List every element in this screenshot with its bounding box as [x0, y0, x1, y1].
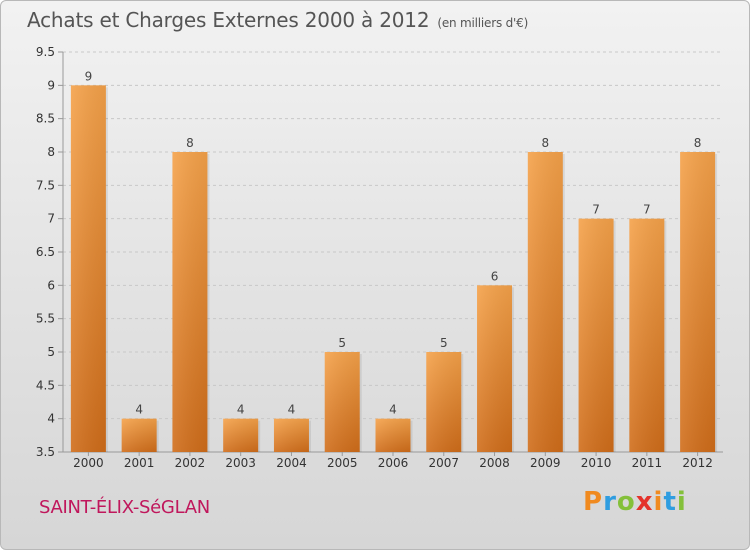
bar-highlight	[121, 418, 157, 452]
x-tick-label: 2012	[682, 456, 713, 470]
data-label: 4	[389, 403, 397, 417]
bar-highlight	[324, 352, 360, 452]
y-tick-label: 3.5	[36, 445, 55, 459]
title-text: Achats et Charges Externes 2000 à 2012	[27, 8, 430, 32]
data-label: 7	[592, 203, 600, 217]
data-label: 8	[694, 136, 702, 150]
x-tick-label: 2003	[225, 456, 256, 470]
bar-highlight	[172, 152, 208, 452]
data-label: 5	[338, 336, 346, 350]
logo-letter: i	[676, 487, 687, 517]
logo-letter: o	[616, 487, 636, 517]
data-label: 7	[643, 203, 651, 217]
y-tick-label: 8.5	[36, 112, 55, 126]
x-tick-label: 2006	[378, 456, 409, 470]
y-tick-label: 7.5	[36, 178, 55, 192]
data-label: 4	[237, 403, 245, 417]
x-tick-label: 2002	[175, 456, 206, 470]
x-tick-label: 2001	[124, 456, 155, 470]
y-tick-label: 9	[47, 78, 55, 92]
logo-letter: x	[635, 487, 654, 517]
proxiti-logo: Proxiti	[583, 487, 687, 517]
bar-highlight	[680, 152, 716, 452]
x-tick-label: 2007	[428, 456, 459, 470]
y-tick-label: 5.5	[36, 312, 55, 326]
x-tick-label: 2000	[73, 456, 104, 470]
bar-highlight	[223, 418, 259, 452]
data-label: 9	[85, 69, 93, 83]
y-tick-label: 7	[47, 212, 55, 226]
bar-highlight	[477, 285, 513, 452]
x-tick-label: 2005	[327, 456, 358, 470]
logo-letter: t	[663, 487, 677, 517]
x-tick-label: 2004	[276, 456, 307, 470]
bar-highlight	[70, 85, 106, 452]
data-label: 4	[135, 403, 143, 417]
title-unit: (en milliers d'€)	[437, 16, 529, 30]
bar-highlight	[273, 418, 309, 452]
bar-highlight	[527, 152, 563, 452]
chart-title: Achats et Charges Externes 2000 à 2012 (e…	[27, 8, 528, 32]
data-label: 8	[186, 136, 194, 150]
y-tick-label: 4.5	[36, 378, 55, 392]
logo-letter: r	[603, 487, 617, 517]
bar-highlight	[375, 418, 411, 452]
logo-letter: P	[583, 487, 604, 517]
x-tick-label: 2010	[581, 456, 612, 470]
y-tick-label: 8	[47, 145, 55, 159]
bar-highlight	[629, 218, 665, 452]
commune-name: SAINT-ÉLIX-SéGLAN	[39, 497, 210, 518]
y-tick-label: 5	[47, 345, 55, 359]
data-label: 5	[440, 336, 448, 350]
data-label: 6	[491, 269, 499, 283]
logo-letter: i	[653, 487, 664, 517]
data-label: 8	[541, 136, 549, 150]
x-tick-label: 2011	[632, 456, 663, 470]
bar-highlight	[578, 218, 614, 452]
bar-highlight	[426, 352, 462, 452]
y-tick-label: 9.5	[36, 45, 55, 59]
y-tick-label: 6	[47, 278, 55, 292]
x-tick-label: 2009	[530, 456, 561, 470]
y-tick-label: 6.5	[36, 245, 55, 259]
y-tick-label: 4	[47, 412, 55, 426]
data-label: 4	[288, 403, 296, 417]
x-tick-label: 2008	[479, 456, 510, 470]
